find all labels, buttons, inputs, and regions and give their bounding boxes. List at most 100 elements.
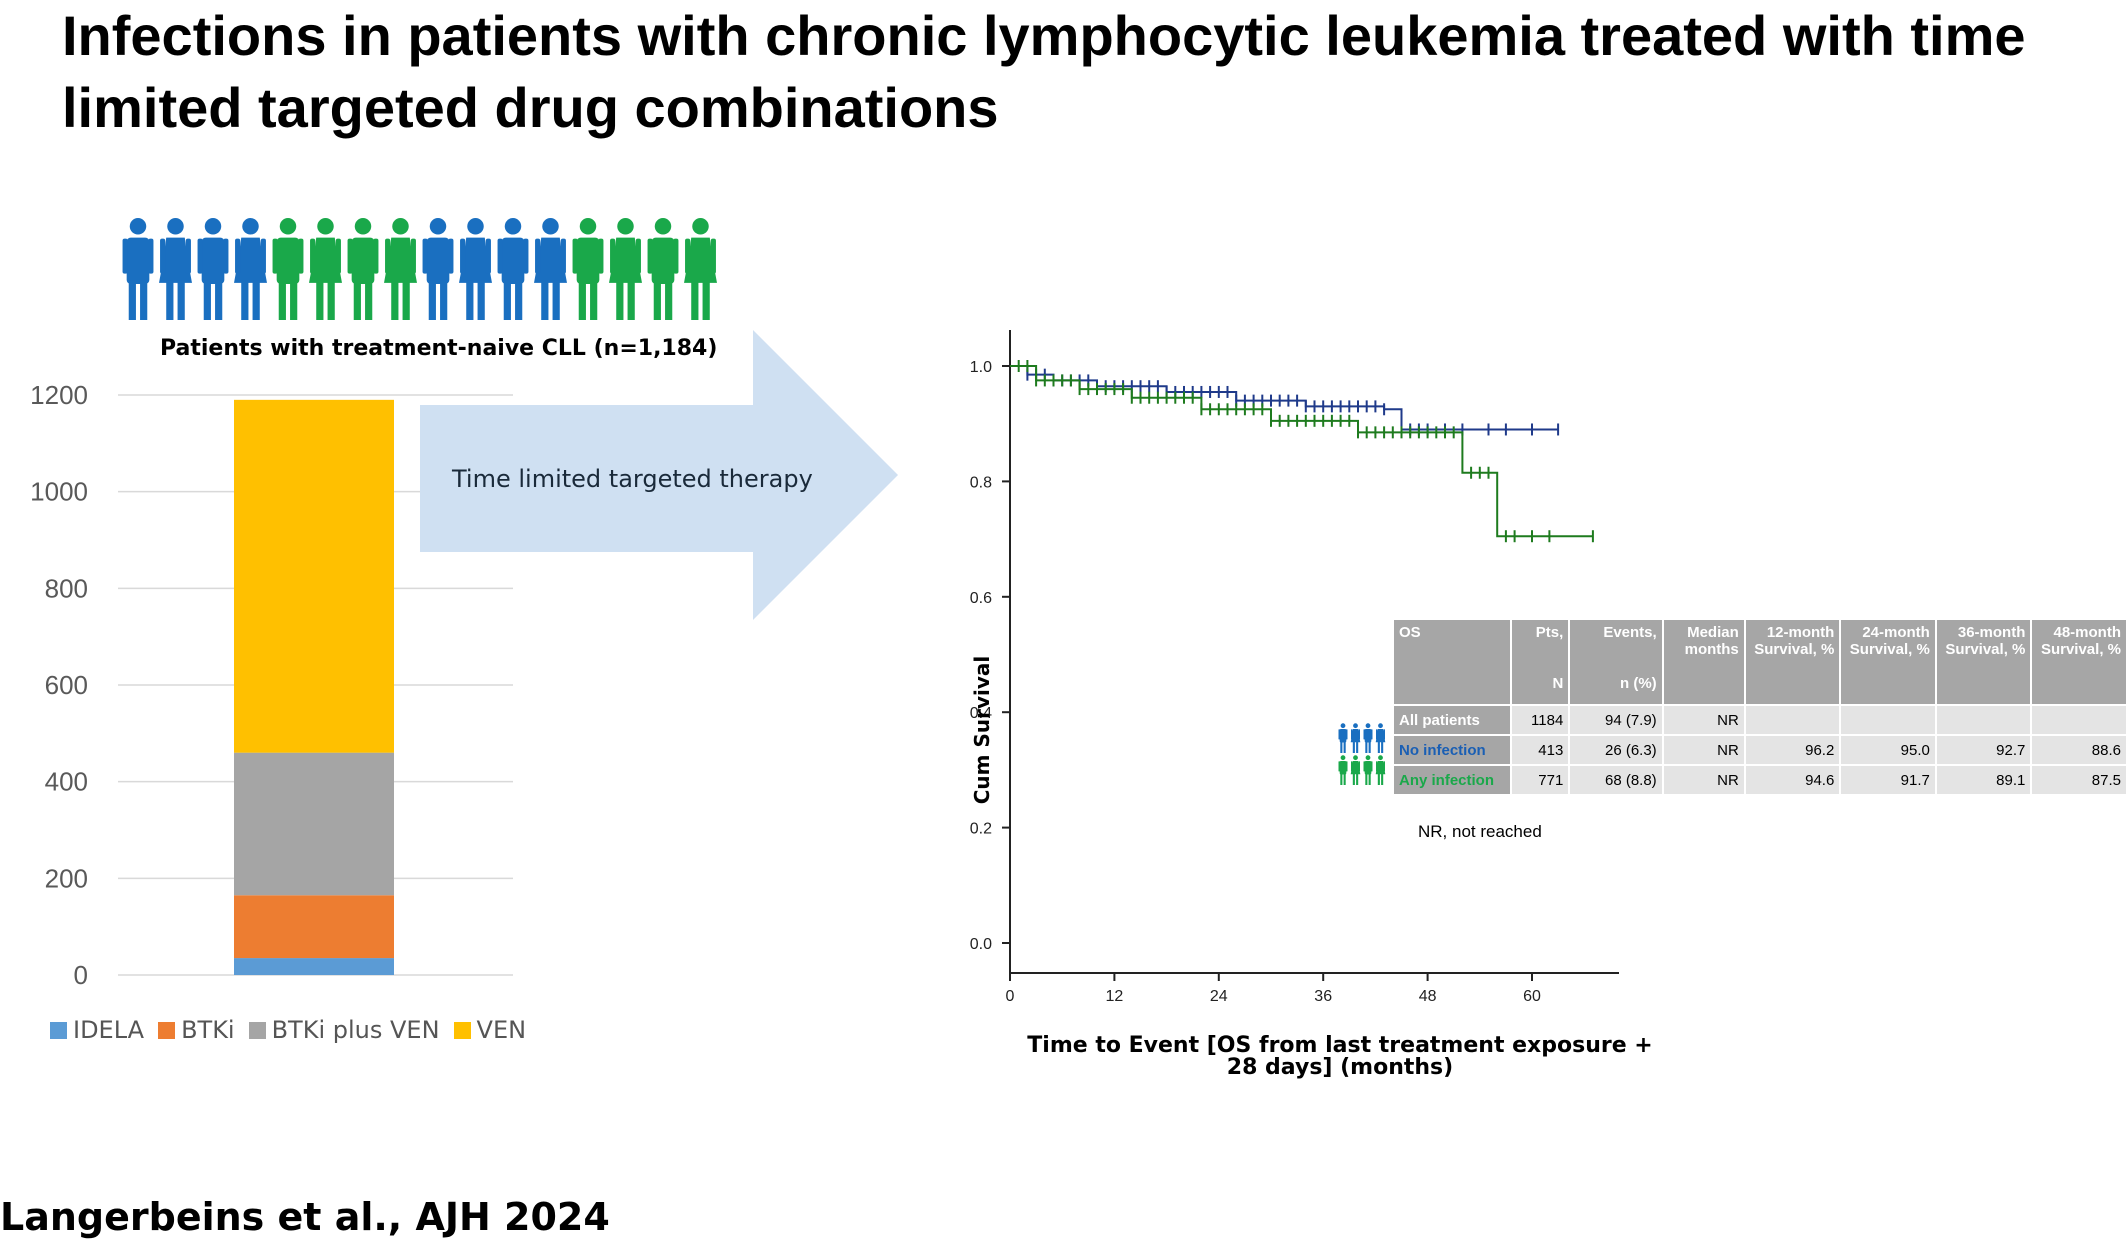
km-y-tick-label: 0.0: [970, 936, 992, 953]
legend-label: BTKi plus VEN: [271, 1016, 440, 1044]
legend-item: VEN: [453, 1016, 527, 1044]
os-table-cell: NR: [1661, 734, 1746, 766]
bar-y-tick-label: 200: [45, 863, 88, 893]
os-header-bottom: n (%): [1620, 675, 1657, 692]
green-people-icon: [1338, 755, 1386, 785]
km-x-tick-label: 60: [1523, 988, 1541, 1005]
os-table-header-cell: 24-month Survival, %: [1839, 618, 1937, 706]
bar-y-tick-label: 1000: [30, 477, 88, 507]
treatment-bar-chart: 0 200 400 600 800 1000 1200: [30, 380, 513, 990]
patient-icons-row: [122, 218, 717, 320]
os-table-cell: 96.2: [1743, 734, 1842, 766]
os-header-top: Median months: [1684, 624, 1739, 658]
os-table: OS Pts, N Events, n (%) Median months 12-month…: [1391, 618, 2128, 796]
person-icon: [684, 218, 717, 320]
legend-label: IDELA: [73, 1016, 145, 1044]
os-table-header-cell: Pts, N: [1510, 618, 1571, 706]
os-row-label: Any infection: [1391, 764, 1513, 796]
os-table-header-cell: Events, n (%): [1568, 618, 1664, 706]
person-icon: [497, 218, 529, 320]
os-table-cell: 26 (6.3): [1568, 734, 1664, 766]
km-x-tick-label: 0: [1006, 988, 1015, 1005]
os-row-label: No infection: [1391, 734, 1513, 766]
os-header-bottom: N: [1552, 675, 1564, 692]
table-footnote: NR, not reached: [1418, 822, 1542, 841]
os-table-cell: [1743, 704, 1842, 736]
os-table-header-cell: 48-month Survival, %: [2030, 618, 2128, 706]
os-table-cell: NR: [1661, 704, 1746, 736]
km-x-axis-label: Time to Event [OS from last treatment ex…: [1027, 1033, 1653, 1080]
os-header-top: 36-month Survival, %: [1945, 624, 2026, 658]
arrow-shape: [420, 330, 898, 620]
bar-y-tick-label: 600: [45, 670, 88, 700]
person-icon: [272, 218, 304, 320]
legend-label: VEN: [476, 1016, 527, 1044]
legend-label: BTKi: [181, 1016, 235, 1044]
os-table-cell: NR: [1661, 764, 1746, 796]
bar-y-tick-label: 400: [45, 767, 88, 797]
legend-item: IDELA: [50, 1016, 144, 1044]
person-icon: [459, 218, 492, 320]
os-table-cell: 1184: [1510, 704, 1571, 736]
bar-y-tick-label: 1200: [30, 380, 88, 410]
os-table-cell: 94 (7.9): [1568, 704, 1664, 736]
km-y-tick-label: 0.4: [970, 705, 992, 722]
person-icon: [609, 218, 642, 320]
os-table-cell: 91.7: [1839, 764, 1937, 796]
km-x-tick-label: 12: [1106, 988, 1124, 1005]
person-icon: [159, 218, 192, 320]
os-table-cell: 92.7: [1934, 734, 2033, 766]
os-table-row: No infection 413 26 (6.3) NR 96.2 95.0 92.7 88.…: [1391, 734, 2128, 766]
os-table-cell: 68 (8.8): [1568, 764, 1664, 796]
km-y-tick-label: 1.0: [970, 359, 992, 376]
legend-item: BTKi plus VEN: [248, 1016, 440, 1044]
km-y-axis-label: Cum Survival: [970, 655, 994, 805]
person-icon: [309, 218, 342, 320]
legend-item: BTKi: [158, 1016, 235, 1044]
os-header-top: 24-month Survival, %: [1849, 624, 1930, 658]
blue-people-icon: [1338, 723, 1386, 753]
person-icon: [422, 218, 454, 320]
km-y-tick-label: 0.6: [970, 590, 992, 607]
os-table-cell: [1839, 704, 1937, 736]
bar-legend: IDELA BTKi BTKi plus VEN VEN: [50, 1016, 530, 1044]
citation: Langerbeins et al., AJH 2024: [0, 1195, 610, 1239]
os-table-header-cell: 12-month Survival, %: [1743, 618, 1842, 706]
os-header-top: OS: [1399, 624, 1421, 641]
therapy-arrow: [420, 330, 898, 620]
km-x-tick-label: 24: [1210, 988, 1228, 1005]
page-title: Infections in patients with chronic lymp…: [62, 4, 2026, 139]
os-table-header-cell: Median months: [1661, 618, 1746, 706]
bar-segment: [234, 399, 394, 753]
bar-y-tick-label: 800: [45, 573, 88, 603]
bar-segment: [234, 895, 394, 959]
km-x-tick-label: 48: [1419, 988, 1437, 1005]
person-icon: [572, 218, 604, 320]
person-icon: [534, 218, 567, 320]
os-table-cell: 771: [1510, 764, 1571, 796]
os-table-cell: 89.1: [1934, 764, 2033, 796]
bar-segment: [234, 752, 394, 896]
km-x-tick-label: 36: [1314, 988, 1332, 1005]
os-header-top: Events,: [1603, 624, 1657, 641]
os-table-row: All patients 1184 94 (7.9) NR: [1391, 704, 2128, 736]
person-icon: [122, 218, 154, 320]
os-header-top: Pts,: [1535, 624, 1564, 641]
os-table-cell: 95.0: [1839, 734, 1937, 766]
os-table-cell: 413: [1510, 734, 1571, 766]
km-y-tick-label: 0.8: [970, 474, 992, 491]
os-header-top: 48-month Survival, %: [2040, 624, 2121, 658]
os-table-header-cell: OS: [1391, 618, 1513, 706]
legend-swatch: [158, 1021, 176, 1039]
arrow-label: Time limited targeted therapy: [452, 465, 813, 493]
person-icon: [197, 218, 229, 320]
person-icon: [347, 218, 379, 320]
os-table-cell: 87.5: [2030, 764, 2128, 796]
person-icon: [234, 218, 267, 320]
os-table-row: Any infection 771 68 (8.8) NR 94.6 91.7 89.1 87…: [1391, 764, 2128, 796]
person-icon: [647, 218, 679, 320]
os-table-header-row: OS Pts, N Events, n (%) Median months 12-month…: [1391, 618, 2128, 706]
os-header-top: 12-month Survival, %: [1754, 624, 1835, 658]
bar-segment: [234, 958, 394, 975]
person-icon: [384, 218, 417, 320]
